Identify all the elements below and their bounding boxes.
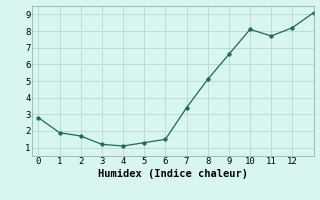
X-axis label: Humidex (Indice chaleur): Humidex (Indice chaleur) — [98, 169, 248, 179]
